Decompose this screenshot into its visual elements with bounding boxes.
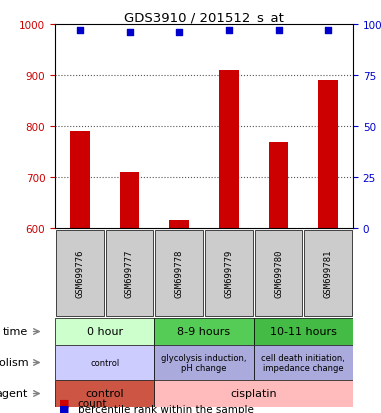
Point <box>176 30 182 36</box>
Bar <box>219 71 239 228</box>
Title: GDS3910 / 201512_s_at: GDS3910 / 201512_s_at <box>124 11 284 24</box>
FancyBboxPatch shape <box>154 345 254 380</box>
Text: metabolism: metabolism <box>0 358 28 368</box>
Point <box>226 28 232 34</box>
Text: GSM699776: GSM699776 <box>75 249 84 297</box>
FancyBboxPatch shape <box>154 318 254 345</box>
FancyBboxPatch shape <box>55 318 154 345</box>
FancyBboxPatch shape <box>205 230 253 316</box>
Text: glycolysis induction,
pH change: glycolysis induction, pH change <box>161 353 247 372</box>
FancyBboxPatch shape <box>254 345 353 380</box>
Text: agent: agent <box>0 389 28 399</box>
Text: control: control <box>90 358 119 367</box>
Text: 10-11 hours: 10-11 hours <box>270 327 337 337</box>
Point <box>325 28 331 34</box>
Text: GSM699779: GSM699779 <box>224 249 233 297</box>
Point <box>77 28 83 34</box>
Text: GSM699780: GSM699780 <box>274 249 283 297</box>
Text: cisplatin: cisplatin <box>231 389 277 399</box>
Text: GSM699781: GSM699781 <box>324 249 333 297</box>
FancyBboxPatch shape <box>255 230 303 316</box>
FancyBboxPatch shape <box>254 318 353 345</box>
Text: control: control <box>85 389 124 399</box>
FancyBboxPatch shape <box>155 230 203 316</box>
Text: ■: ■ <box>59 404 69 413</box>
Bar <box>269 143 288 228</box>
FancyBboxPatch shape <box>304 230 352 316</box>
Text: time: time <box>3 327 28 337</box>
Bar <box>318 81 338 228</box>
Text: 8-9 hours: 8-9 hours <box>178 327 231 337</box>
Text: percentile rank within the sample: percentile rank within the sample <box>78 404 254 413</box>
Bar <box>70 132 90 228</box>
FancyBboxPatch shape <box>56 230 104 316</box>
Text: GSM699778: GSM699778 <box>174 249 184 297</box>
Bar <box>169 221 189 228</box>
Text: cell death initiation,
impedance change: cell death initiation, impedance change <box>261 353 345 372</box>
Text: count: count <box>78 398 107 408</box>
Point <box>126 30 133 36</box>
Bar <box>120 173 139 228</box>
FancyBboxPatch shape <box>154 380 353 407</box>
Text: ■: ■ <box>59 398 69 408</box>
Text: GSM699777: GSM699777 <box>125 249 134 297</box>
FancyBboxPatch shape <box>55 345 154 380</box>
Text: 0 hour: 0 hour <box>86 327 123 337</box>
FancyBboxPatch shape <box>55 380 154 407</box>
FancyBboxPatch shape <box>106 230 153 316</box>
Point <box>275 28 282 34</box>
